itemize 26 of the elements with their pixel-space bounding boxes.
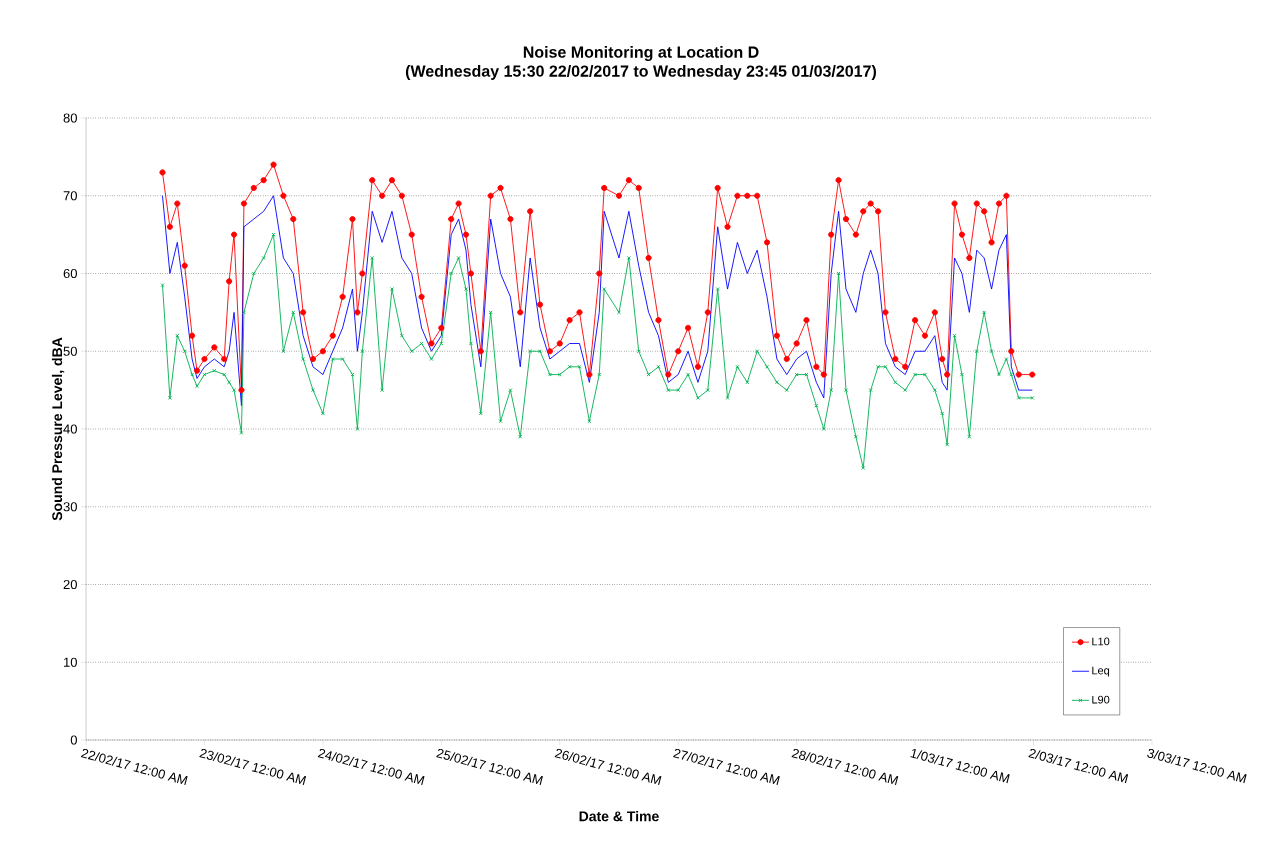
legend-label: L10 [1092, 637, 1110, 646]
x-tick-label: 3/03/17 12:00 AM [1147, 748, 1247, 784]
x-axis-title: Date & Time [579, 811, 659, 822]
chart-subtitle: (Wednesday 15:30 22/02/2017 to Wednesday 23:45 01/03/2017) [405, 65, 876, 80]
y-axis-title: Sound Pressure Level, dBA [51, 337, 65, 521]
x-tick-label: 28/02/17 12:00 AM [791, 748, 899, 786]
x-tick-label: 24/02/17 12:00 AM [317, 748, 425, 786]
chart-title: Noise Monitoring at Location D [523, 46, 759, 62]
y-tick-label: 50 [63, 346, 77, 356]
x-tick-label: 26/02/17 12:00 AM [554, 748, 662, 786]
y-tick-label: 10 [64, 657, 77, 667]
x-tick-label: 25/02/17 12:00 AM [436, 748, 543, 786]
y-tick-label: 80 [63, 113, 77, 123]
legend-label: Leq [1092, 666, 1110, 677]
y-tick-label: 60 [63, 268, 77, 279]
x-tick-label: 1/03/17 12:00 AM [910, 749, 1010, 784]
y-tick-label: 30 [63, 502, 77, 512]
x-tick-label: 2/03/17 12:00 AM [1028, 748, 1129, 784]
x-tick-label: 27/02/17 12:00 AM [673, 748, 780, 786]
legend-label: L90 [1092, 695, 1110, 704]
y-tick-label: 40 [63, 424, 77, 434]
x-tick-label: 23/02/17 12:00 AM [199, 748, 307, 786]
x-tick-label: 22/02/17 12:00 AM [80, 748, 188, 786]
y-tick-label: 20 [63, 579, 77, 590]
y-tick-label: 0 [70, 735, 77, 745]
y-tick-label: 70 [63, 191, 77, 201]
